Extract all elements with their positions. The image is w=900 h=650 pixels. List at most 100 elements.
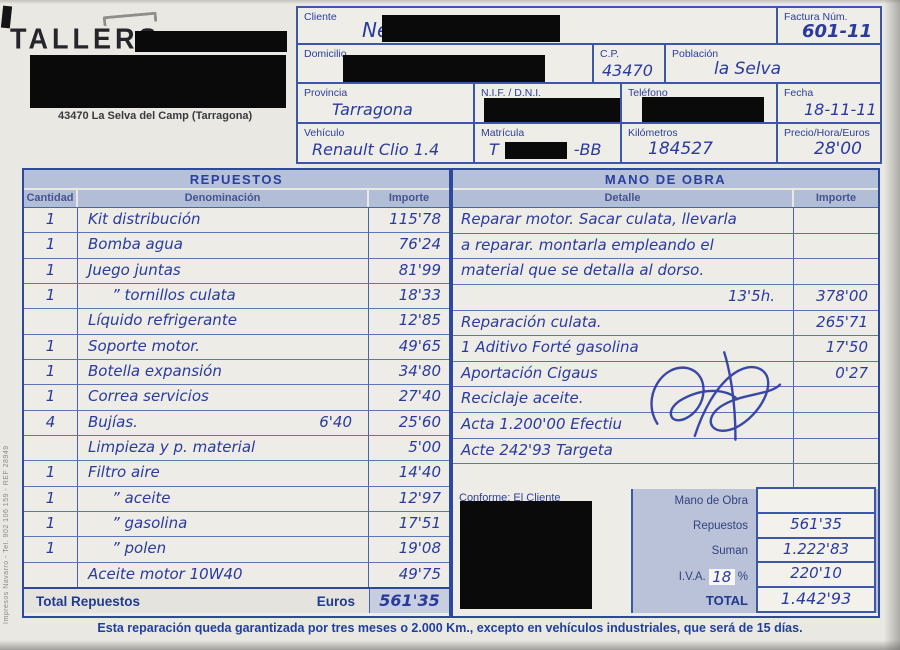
precio-hora-value: 28'00 [814,139,862,159]
factura-value: 601-11 [802,21,873,42]
summary-row: Suman 1.222'83 [633,536,878,564]
summary-row: Mano de Obra [633,487,878,514]
provincia-value: Tarragona [332,100,413,119]
iva-value: 220'10 [756,561,876,589]
provincia-field: Provincia Tarragona [296,82,475,124]
table-row: Aportación Cigaus 0'27 [453,360,878,387]
table-row: 4 Bujías. 6'40 25'60 [24,409,449,435]
fecha-value: 18-11-11 [804,100,877,119]
mano-de-obra-body: Reparar motor. Sacar culata, llevarla a … [453,208,878,490]
table-row: a reparar. montarla empleando el [453,232,878,259]
telefono-field: Teléfono [620,82,778,124]
provincia-label: Provincia [304,87,348,99]
fecha-label: Fecha [784,87,814,99]
table-row: Limpieza y p. material 5'00 [24,434,449,461]
iva-percent-value: 18 [708,569,735,586]
mano-de-obra-summary-value [756,487,876,514]
vehiculo-value: Renault Clio 1.4 [312,140,440,159]
table-row: 1” polen 19'08 [24,536,449,562]
total-label: TOTAL [705,593,748,609]
scan-edge [0,0,900,4]
matricula-label: Matrícula [481,127,525,139]
repuestos-summary-label: Repuestos [693,519,748,532]
matricula-prefix: T [489,140,499,159]
total-repuestos-value: 561'35 [369,589,449,613]
total-value: 1.442'93 [756,586,876,613]
mano-de-obra-title: MANO DE OBRA [453,170,878,190]
nif-field: N.I.F. / D.N.I. [473,82,622,124]
summary-row: TOTAL 1.442'93 [633,586,878,613]
precio-hora-field: Precio/Hora/Euros 28'00 [776,122,882,164]
mano-de-obra-table: MANO DE OBRA Detalle Importe Reparar mot… [451,168,880,618]
summary-row: I.V.A. 18% 220'10 [633,561,878,589]
percent-sign: % [737,571,748,584]
cliente-label: Cliente [304,11,337,23]
repuestos-summary-value: 561'35 [756,511,876,539]
repuestos-total-row: Total Repuestos Euros 561'35 [24,587,449,613]
table-row: Reciclaje aceite. [453,386,878,413]
redaction-box [505,142,568,160]
table-row: Acta 1.200'00 Efectiu [453,412,878,438]
col-denominacion: Denominación [78,190,369,207]
matricula-field: Matrícula T -BB [473,122,622,164]
cp-value: 43470 [602,61,653,80]
domicilio-label: Domicilio [304,48,347,60]
col-cantidad: Cantidad [24,190,78,207]
iva-label: I.V.A. 18% [678,568,748,587]
suman-value: 1.222'83 [756,536,876,564]
company-name: TALLERS [10,23,161,55]
precio-hora-label: Precio/Hora/Euros [784,127,870,139]
poblacion-field: Población la Selva [664,43,882,84]
telefono-label: Teléfono [628,87,668,99]
table-row: 1” gasolina 17'51 [24,510,449,537]
redaction-box [382,15,560,42]
col-importe: Importe [815,192,857,204]
table-row: Acte 242'93 Targeta [453,437,878,464]
col-detalle: Detalle [453,190,794,207]
cliente-field: Cliente Neus [296,6,778,45]
table-row: 1 Correa servicios 27'40 [24,384,449,410]
table-row: 1” tornillos culata 18'33 [24,282,449,309]
table-row [453,463,878,490]
suman-label: Suman [711,544,748,557]
scan-edge [884,0,900,650]
kilometros-value: 184527 [648,139,713,159]
matricula-suffix: -BB [573,140,602,159]
conforme-cell: Conforme: El Cliente [453,489,633,613]
vehiculo-field: Vehículo Renault Clio 1.4 [296,122,475,164]
kilometros-field: Kilómetros 184527 [620,122,778,164]
total-repuestos-label: Total Repuestos [36,594,141,609]
vehiculo-label: Vehículo [304,127,345,139]
repuestos-title: REPUESTOS [24,170,449,190]
table-row: Líquido refrigerante 12'85 [24,308,449,334]
kilometros-label: Kilómetros [628,127,678,139]
printer-imprint: Impresos Navarro - Tel. 902 106 159 - RE… [3,445,10,624]
summary-row: Repuestos 561'35 [633,511,878,539]
nif-label: N.I.F. / D.N.I. [481,87,542,99]
table-row: 1 Juego juntas 81'99 [24,257,449,283]
table-row: material que se detalla al dorso. [453,258,878,284]
repuestos-table: REPUESTOS Cantidad Denominación Importe … [22,168,451,618]
mano-de-obra-summary-label: Mano de Obra [674,495,748,507]
table-row: 1 Filtro aire 14'40 [24,460,449,486]
fecha-field: Fecha 18-11-11 [776,82,882,124]
redaction-box [135,31,287,52]
table-row: 1” aceite 12'97 [24,485,449,511]
table-row: 1 Botella expansión 34'80 [24,358,449,385]
table-row: 1 Kit distribución 115'78 [24,208,449,233]
table-row: Reparar motor. Sacar culata, llevarla [453,208,878,233]
redaction-box [484,98,620,124]
repuestos-columns: Cantidad Denominación Importe [24,190,449,208]
redaction-box [642,97,764,123]
redaction-box [460,501,592,609]
table-row: 1 Soporte motor. 49'65 [24,333,449,359]
euros-label: Euros [316,594,355,609]
cp-label: C.P. [600,48,620,60]
factura-label: Factura Núm. [784,11,848,23]
unit-price: 6'40 [319,412,352,431]
cp-field: C.P. 43470 [592,43,666,84]
guarantee-note: Esta reparación queda garantizada por tr… [97,621,803,635]
factura-field: Factura Núm. 601-11 [776,6,882,45]
redaction-box [343,55,545,83]
